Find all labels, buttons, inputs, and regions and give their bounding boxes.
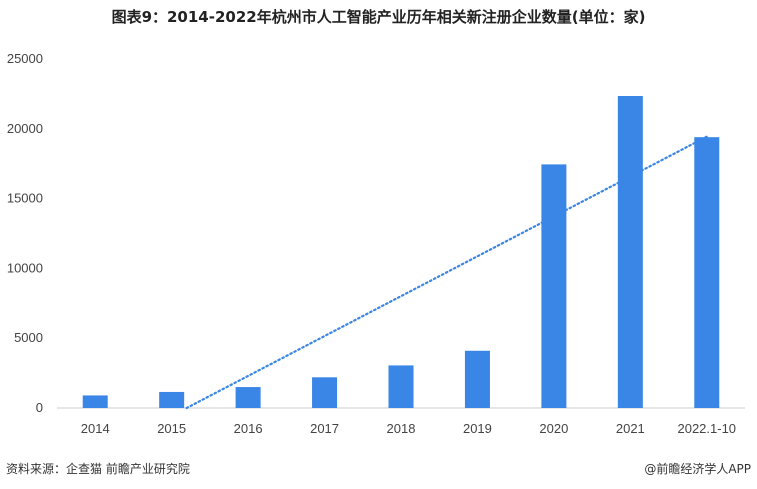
- bars-group: [82, 95, 720, 408]
- bar-2017: [312, 377, 338, 408]
- bar-2019: [464, 350, 490, 408]
- x-tick-label: 2019: [463, 421, 492, 436]
- bar-2015: [159, 391, 185, 408]
- y-tick-label: 15000: [7, 191, 43, 206]
- chart-title: 图表9：2014-2022年杭州市人工智能产业历年相关新注册企业数量(单位：家): [111, 8, 646, 26]
- trendline-group: [185, 135, 708, 410]
- brand-note: @前瞻经济学人APP: [644, 462, 751, 476]
- x-tick-label: 2020: [539, 421, 568, 436]
- bar-2016: [235, 387, 261, 408]
- x-tick-label: 2014: [81, 421, 110, 436]
- bar-2018: [388, 365, 414, 408]
- bar-2022.1-10: [694, 137, 720, 408]
- bar-2014: [82, 395, 108, 408]
- y-tick-label: 5000: [14, 330, 43, 345]
- x-tick-label: 2022.1-10: [677, 421, 736, 436]
- x-tick-label: 2021: [616, 421, 645, 436]
- x-tick-label: 2018: [387, 421, 416, 436]
- trendline: [185, 135, 708, 410]
- bar-2021: [617, 95, 643, 408]
- x-tick-label: 2017: [310, 421, 339, 436]
- y-tick-label: 10000: [7, 260, 43, 275]
- x-tick-label: 2016: [234, 421, 263, 436]
- source-note: 资料来源：企查猫 前瞻产业研究院: [6, 462, 190, 476]
- y-axis: 0 5000 10000 15000 20000 25000: [7, 51, 43, 415]
- x-tick-label: 2015: [157, 421, 186, 436]
- y-tick-label: 25000: [7, 51, 43, 66]
- bar-2020: [541, 164, 567, 408]
- x-axis: 2014 2015 2016 2017 2018 2019 2020 2021 2022.1-1…: [81, 421, 736, 436]
- y-tick-label: 0: [36, 400, 43, 415]
- y-tick-label: 20000: [7, 121, 43, 136]
